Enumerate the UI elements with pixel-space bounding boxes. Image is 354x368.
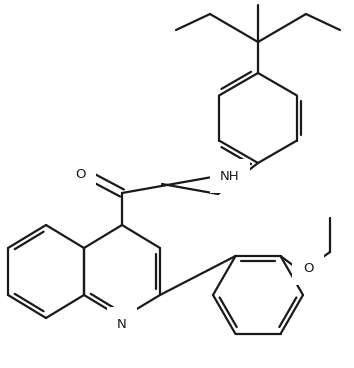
Text: O: O [75,169,85,181]
Text: NH: NH [220,170,240,183]
Text: N: N [117,318,127,330]
Text: O: O [303,262,313,275]
